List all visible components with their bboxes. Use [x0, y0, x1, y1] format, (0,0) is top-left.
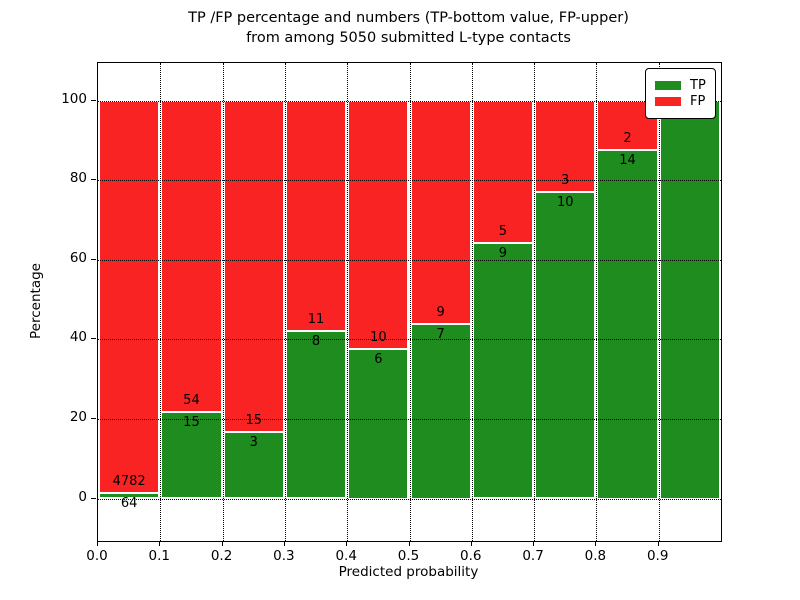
- y-tick-mark: [91, 338, 96, 340]
- tp-count-label: 7: [436, 327, 445, 343]
- x-tick-label: 0.8: [584, 548, 607, 564]
- fp-count-label: 15: [245, 413, 263, 429]
- x-tick-label: 0.7: [522, 548, 544, 564]
- v-gridline: [534, 63, 536, 541]
- y-tick-mark: [91, 258, 96, 260]
- v-gridline: [596, 63, 598, 541]
- bar-fp-segment: [410, 100, 471, 325]
- plot-area: 4782645415153118106975931021423: [97, 62, 722, 542]
- chart-title: TP /FP percentage and numbers (TP-bottom…: [97, 8, 720, 48]
- bar-fp-segment: [285, 100, 347, 331]
- bar-tp-segment: [597, 150, 658, 499]
- y-tick-mark: [91, 179, 96, 181]
- x-tick-label: 0.9: [646, 548, 669, 564]
- x-tick-mark: [408, 541, 410, 546]
- v-gridline: [658, 63, 660, 541]
- bar-tp-segment: [223, 432, 284, 499]
- tp-count-label: 10: [556, 195, 574, 211]
- bar-tp-segment: [161, 411, 222, 499]
- y-tick-mark: [91, 497, 96, 499]
- y-tick-mark: [91, 417, 96, 419]
- x-tick-label: 0.2: [210, 548, 233, 564]
- y-tick-mark: [91, 99, 96, 101]
- legend-label-fp: FP: [690, 94, 706, 109]
- bar-tp-segment: [659, 100, 720, 499]
- chart-title-line1: TP /FP percentage and numbers (TP-bottom…: [188, 10, 629, 26]
- x-tick-label: 0.5: [397, 548, 420, 564]
- tp-count-label: 14: [619, 153, 636, 169]
- bar-tp-segment: [285, 330, 347, 499]
- y-tick-label: 0: [78, 488, 87, 505]
- legend-item-tp: TP: [655, 79, 707, 92]
- legend-label-tp: TP: [690, 78, 706, 93]
- x-tick-mark: [283, 541, 285, 546]
- x-tick-mark: [221, 541, 223, 546]
- y-tick-label: 80: [69, 170, 87, 187]
- tp-color-swatch: [655, 81, 681, 90]
- v-gridline: [222, 63, 224, 541]
- v-gridline: [409, 63, 411, 541]
- bar-fp-segment: [472, 100, 534, 243]
- fp-count-label: 10: [370, 330, 387, 346]
- y-tick-label: 100: [61, 90, 87, 107]
- bar-tp-segment: [410, 324, 471, 499]
- bar-tp-segment: [472, 242, 534, 499]
- v-gridline: [284, 63, 286, 541]
- x-tick-mark: [657, 541, 659, 546]
- y-tick-label: 20: [69, 408, 87, 425]
- x-axis-label: Predicted probability: [338, 564, 479, 580]
- x-tick-mark: [346, 541, 348, 546]
- fp-count-label: 54: [183, 392, 200, 408]
- bar-fp-segment: [161, 100, 222, 412]
- tp-count-label: 9: [498, 245, 508, 261]
- fp-count-label: 11: [307, 311, 325, 327]
- v-gridline: [160, 63, 162, 541]
- x-tick-mark: [595, 541, 597, 546]
- legend: TP FP: [645, 68, 716, 119]
- v-gridline: [347, 63, 349, 541]
- x-tick-label: 0.1: [148, 548, 171, 564]
- x-tick-label: 0.0: [86, 548, 108, 564]
- y-axis-label: Percentage: [28, 263, 44, 339]
- x-tick-mark: [97, 541, 98, 546]
- tp-count-label: 15: [183, 414, 200, 430]
- fp-count-label: 5: [498, 223, 508, 239]
- bar-tp-segment: [99, 493, 160, 499]
- bar-fp-segment: [348, 100, 409, 350]
- fp-count-label: 2: [623, 131, 632, 147]
- x-tick-label: 0.6: [460, 548, 482, 564]
- y-tick-label: 40: [69, 329, 87, 346]
- legend-item-fp: FP: [655, 95, 707, 108]
- tp-count-label: 8: [311, 333, 321, 349]
- tp-count-label: 3: [249, 435, 258, 451]
- bar-tp-segment: [535, 192, 596, 499]
- bar-fp-segment: [223, 100, 284, 433]
- x-tick-mark: [159, 541, 161, 546]
- chart-title-line2: from among 5050 submitted L-type contact…: [246, 30, 571, 46]
- x-tick-label: 0.4: [335, 548, 357, 564]
- x-tick-mark: [533, 541, 535, 546]
- fp-color-swatch: [655, 97, 681, 106]
- tp-count-label: 6: [374, 352, 383, 368]
- v-gridline: [471, 63, 473, 541]
- tp-count-label: 64: [120, 496, 138, 512]
- x-tick-label: 0.3: [273, 548, 295, 564]
- fp-count-label: 9: [436, 305, 445, 321]
- fp-count-label: 4782: [112, 474, 146, 490]
- x-tick-mark: [470, 541, 472, 546]
- bar-fp-segment: [99, 100, 160, 494]
- bar-tp-segment: [348, 349, 409, 499]
- fp-count-label: 3: [561, 173, 570, 189]
- y-tick-label: 60: [69, 249, 87, 266]
